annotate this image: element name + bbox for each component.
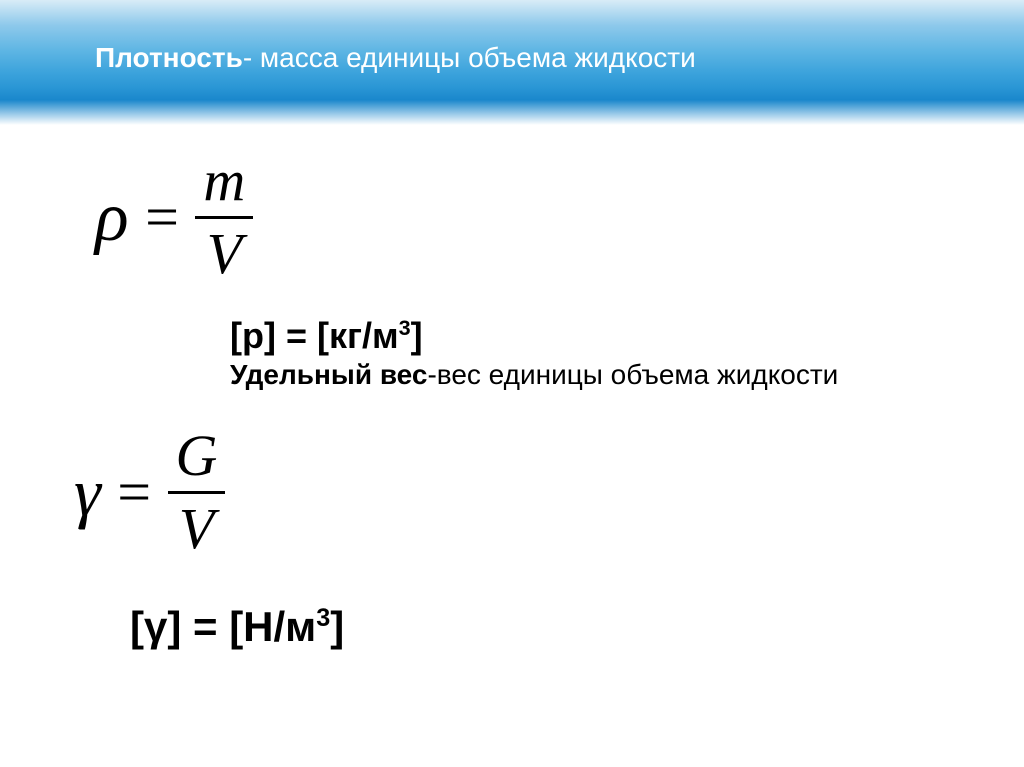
denominator-v: V <box>195 223 253 285</box>
specific-weight-formula: γ = G V <box>74 425 225 560</box>
fraction-bar <box>195 216 253 219</box>
subtitle-rest: -вес единицы объема жидкости <box>427 359 838 390</box>
density-formula: ρ = m V <box>95 150 253 285</box>
fraction-m-over-v: m V <box>195 150 253 285</box>
units-sw-prefix: [γ] = [Н/м <box>130 603 316 650</box>
slide-title: Плотность- масса единицы объема жидкости <box>95 42 696 74</box>
units-density-prefix: [р] = [кг/м <box>230 315 399 356</box>
units-density-exponent: 3 <box>399 315 411 340</box>
units-density-suffix: ] <box>411 315 423 356</box>
specific-weight-units: [γ] = [Н/м3] <box>130 603 344 651</box>
denominator-v-2: V <box>168 498 226 560</box>
title-rest-part: - масса единицы объема жидкости <box>243 42 696 73</box>
units-sw-exponent: 3 <box>316 604 330 632</box>
header-gradient-band: Плотность- масса единицы объема жидкости <box>0 0 1024 125</box>
density-units: [р] = [кг/м3] <box>230 315 423 357</box>
title-bold-part: Плотность <box>95 42 243 73</box>
numerator-m: m <box>195 150 253 212</box>
fraction-bar-2 <box>168 491 226 494</box>
slide: Плотность- масса единицы объема жидкости… <box>0 0 1024 767</box>
fraction-g-over-v: G V <box>168 425 226 560</box>
rho-symbol: ρ <box>95 178 129 258</box>
gamma-symbol: γ <box>74 453 101 532</box>
specific-weight-subtitle: Удельный вес-вес единицы объема жидкости <box>230 359 838 391</box>
equals-sign-2: = <box>117 458 151 527</box>
equals-sign: = <box>145 183 179 252</box>
units-sw-suffix: ] <box>330 603 344 650</box>
numerator-g: G <box>168 425 226 487</box>
subtitle-bold: Удельный вес <box>230 359 427 390</box>
